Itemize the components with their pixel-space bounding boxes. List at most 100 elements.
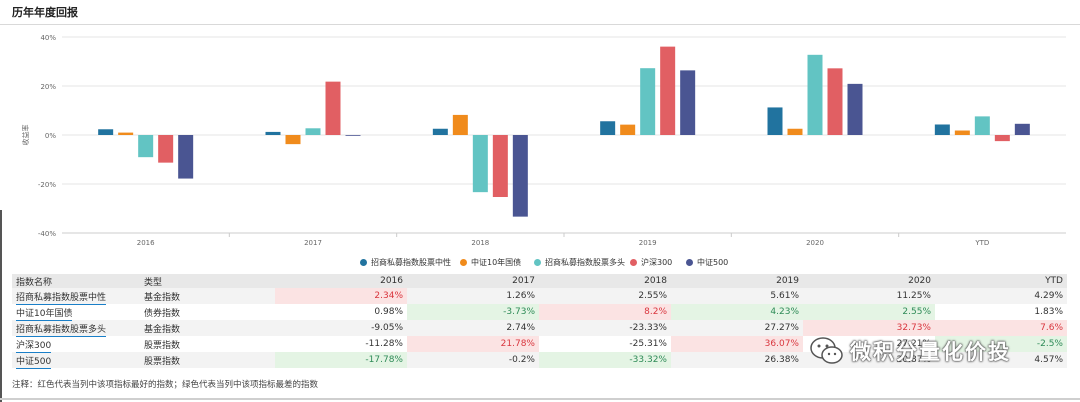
row-type-cell: 股票指数 (140, 336, 275, 352)
legend-label: 沪深300 (641, 258, 673, 267)
index-name-link[interactable]: 沪深300 (16, 340, 52, 353)
return-cell: -11.28% (275, 336, 407, 352)
legend-label: 招商私募指数股票多头 (545, 258, 625, 267)
wechat-icon (810, 337, 843, 364)
row-name-cell: 中证500 (12, 352, 140, 369)
bar-1-4 (787, 128, 803, 135)
row-type-cell: 基金指数 (140, 320, 275, 336)
return-cell: -2.5% (935, 336, 1067, 352)
return-cell: 21.78% (407, 336, 539, 352)
index-name-link[interactable]: 中证10年国债 (16, 308, 73, 321)
bar-2-0 (138, 135, 154, 158)
panel-title: 历年年度回报 (12, 6, 78, 19)
bar-3-4 (827, 68, 843, 135)
header-ytd: YTD (935, 274, 1067, 288)
return-cell: 5.61% (671, 288, 803, 304)
watermark: 微积分量化价投 (810, 336, 1011, 366)
return-cell: 7.6% (935, 320, 1067, 336)
return-cell: -0.2% (407, 352, 539, 368)
bar-0-4 (767, 107, 783, 135)
legend-item[interactable]: 招商私募指数股票多头 (534, 257, 625, 268)
header-name: 指数名称 (12, 274, 140, 288)
return-cell: 26.38% (671, 352, 803, 368)
legend-item[interactable]: 中证10年国债 (460, 257, 521, 268)
legend-label: 招商私募指数股票中性 (371, 258, 451, 267)
table-row: 招商私募指数股票多头 基金指数 -9.05% 2.74% -23.33% 27.27% 32… (12, 320, 1067, 337)
return-cell: 4.57% (935, 352, 1067, 368)
return-cell: 2.55% (539, 288, 671, 304)
x-tick-label: 2019 (639, 239, 657, 247)
index-name-link[interactable]: 招商私募指数股票中性 (16, 292, 107, 305)
legend-swatch (460, 259, 467, 266)
bar-2-3 (640, 68, 656, 135)
bar-0-5 (934, 124, 950, 135)
return-cell: 11.25% (803, 288, 935, 304)
y-tick-label: 40% (40, 34, 56, 42)
return-cell: -17.78% (275, 352, 407, 368)
legend-item[interactable]: 招商私募指数股票中性 (360, 257, 451, 268)
bar-0-2 (432, 128, 448, 135)
return-cell: -33.32% (539, 352, 671, 368)
bar-2-4 (807, 54, 823, 135)
bar-3-0 (158, 135, 174, 163)
return-cell: 2.74% (407, 320, 539, 336)
x-tick-label: 2018 (471, 239, 489, 247)
table-header-row: 指数名称 类型 2016 2017 2018 2019 2020 YTD (12, 274, 1067, 288)
return-cell: -9.05% (275, 320, 407, 336)
table-note: 注释：红色代表当列中该项指标最好的指数；绿色代表当列中该项指标最差的指数 (12, 380, 319, 390)
row-name-cell: 招商私募指数股票多头 (12, 320, 140, 337)
row-type-cell: 债券指数 (140, 304, 275, 320)
y-tick-label: -40% (38, 230, 56, 238)
return-cell: 32.73% (803, 320, 935, 336)
table-row: 招商私募指数股票中性 基金指数 2.34% 1.26% 2.55% 5.61% 11.25%… (12, 288, 1067, 305)
legend-label: 中证10年国债 (471, 258, 522, 267)
annual-return-chart: 40% 20% 0% -20% -40% 收益率 2016 2017 2018 2019 2020 Y… (21, 34, 1066, 247)
row-type-cell: 股票指数 (140, 352, 275, 368)
bar-1-5 (954, 130, 970, 135)
annual-return-table: 指数名称 类型 2016 2017 2018 2019 2020 YTD 招商私… (12, 274, 1067, 369)
return-cell: -3.73% (407, 304, 539, 320)
bar-3-1 (325, 81, 341, 135)
row-name-cell: 沪深300 (12, 336, 140, 353)
bar-2-2 (472, 135, 488, 193)
bar-3-3 (660, 46, 676, 135)
return-cell: 36.07% (671, 336, 803, 352)
header-2018: 2018 (539, 274, 671, 288)
header-2017: 2017 (407, 274, 539, 288)
bar-1-3 (620, 124, 636, 135)
bar-4-1 (345, 135, 361, 136)
bar-1-1 (285, 135, 301, 145)
return-cell: 0.98% (275, 304, 407, 320)
panel-header: 历年年度回报 (0, 0, 1080, 25)
return-cell: 1.83% (935, 304, 1067, 320)
bar-0-3 (600, 121, 616, 135)
bar-3-2 (492, 135, 508, 198)
table-row: 中证10年国债 债券指数 0.98% -3.73% 8.2% 4.23% 2.55% 1.83… (12, 304, 1067, 321)
index-name-link[interactable]: 招商私募指数股票多头 (16, 324, 107, 337)
y-tick-label: 20% (40, 83, 56, 91)
bar-4-4 (847, 83, 863, 135)
frame-edge (0, 210, 2, 402)
bottom-rule (0, 398, 1080, 400)
legend-item[interactable]: 沪深300 (630, 257, 672, 268)
bar-4-0 (178, 135, 194, 179)
chart-legend: 招商私募指数股票中性 中证10年国债 招商私募指数股票多头 沪深300 中证500 (0, 257, 1080, 271)
table-row: 沪深300 股票指数 -11.28% 21.78% -25.31% 36.07% 27.21… (12, 336, 1067, 353)
return-cell: 8.2% (539, 304, 671, 320)
watermark-text: 微积分量化价投 (850, 340, 1011, 364)
row-type-cell: 基金指数 (140, 288, 275, 304)
x-tick-label: YTD (974, 239, 989, 247)
row-name-cell: 招商私募指数股票中性 (12, 288, 140, 305)
return-cell: 27.27% (671, 320, 803, 336)
legend-item[interactable]: 中证500 (686, 257, 728, 268)
return-cell: 2.34% (275, 288, 407, 304)
legend-label: 中证500 (697, 258, 729, 267)
bar-3-5 (994, 135, 1010, 142)
header-2020: 2020 (803, 274, 935, 288)
header-2016: 2016 (275, 274, 407, 288)
y-axis-label: 收益率 (21, 125, 30, 146)
index-name-link[interactable]: 中证500 (16, 356, 52, 369)
return-cell: 1.26% (407, 288, 539, 304)
return-cell: -23.33% (539, 320, 671, 336)
bar-4-2 (512, 135, 528, 217)
